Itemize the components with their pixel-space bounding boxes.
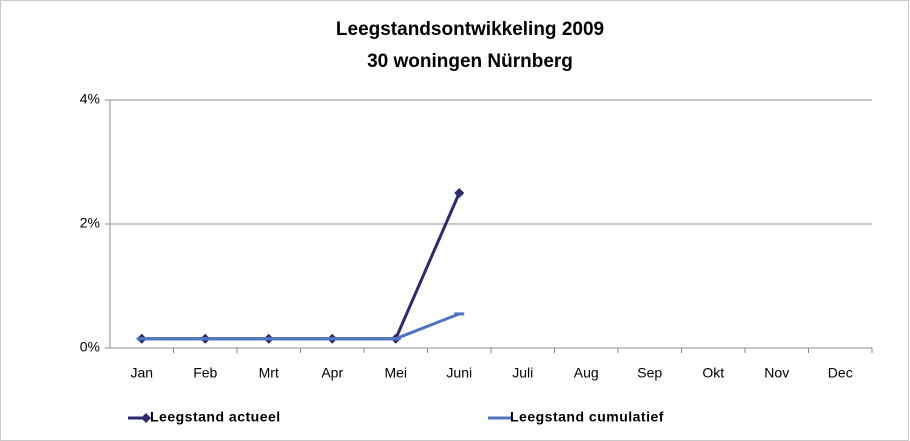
legend-label: Leegstand actueel (150, 409, 281, 425)
marker (200, 337, 211, 341)
x-tick-label: Feb (193, 365, 217, 381)
chart-title: Leegstandsontwikkeling 2009 (336, 19, 604, 40)
marker (263, 337, 274, 341)
y-tick-label: 2% (80, 215, 100, 231)
x-tick-label: Okt (702, 365, 724, 381)
x-tick-label: Mei (384, 365, 407, 381)
x-tick-label: Sep (637, 365, 662, 381)
y-tick-label: 4% (80, 91, 100, 107)
legend-marker (501, 416, 511, 420)
x-tick-label: Nov (764, 365, 789, 381)
legend-label: Leegstand cumulatief (510, 409, 664, 425)
marker (454, 312, 465, 316)
legend-marker (141, 413, 151, 423)
x-tick-label: Mrt (259, 365, 279, 381)
x-tick-label: Juni (446, 365, 472, 381)
marker (327, 337, 338, 341)
x-tick-label: Aug (574, 365, 599, 381)
marker (390, 337, 401, 341)
x-tick-label: Dec (828, 365, 853, 381)
marker (136, 337, 147, 341)
x-tick-label: Jan (130, 365, 153, 381)
x-tick-label: Apr (321, 365, 343, 381)
x-tick-label: Juli (512, 365, 533, 381)
chart-subtitle: 30 woningen Nürnberg (367, 51, 573, 72)
series-line (141, 312, 460, 341)
marker (454, 188, 465, 198)
y-tick-label: 0% (80, 339, 100, 355)
